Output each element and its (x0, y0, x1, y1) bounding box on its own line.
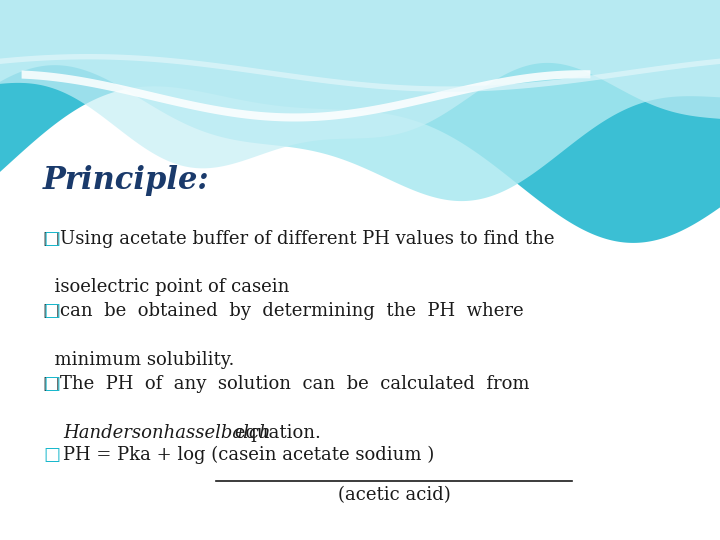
Polygon shape (0, 0, 720, 168)
Text: □Using acetate buffer of different PH values to find the: □Using acetate buffer of different PH va… (43, 230, 554, 247)
Text: □: □ (43, 302, 60, 320)
Text: □: □ (43, 230, 60, 247)
Polygon shape (0, 0, 720, 243)
Text: Principle:: Principle: (43, 165, 210, 195)
Text: □The  PH  of  any  solution  can  be  calculated  from: □The PH of any solution can be calculate… (43, 375, 530, 393)
Text: isoelectric point of casein: isoelectric point of casein (43, 278, 289, 296)
Text: □: □ (43, 375, 60, 393)
Polygon shape (0, 0, 720, 201)
Text: minimum solubility.: minimum solubility. (43, 351, 235, 369)
Polygon shape (22, 70, 590, 122)
Text: □: □ (43, 446, 60, 463)
Text: Handersonhasselbalch: Handersonhasselbalch (63, 424, 271, 442)
Text: PH = Pka + log (casein acetate sodium ): PH = Pka + log (casein acetate sodium ) (63, 446, 435, 464)
Text: (acetic acid): (acetic acid) (338, 486, 451, 504)
Polygon shape (0, 54, 720, 92)
Text: equation.: equation. (229, 424, 321, 442)
Text: □can  be  obtained  by  determining  the  PH  where: □can be obtained by determining the PH w… (43, 302, 524, 320)
